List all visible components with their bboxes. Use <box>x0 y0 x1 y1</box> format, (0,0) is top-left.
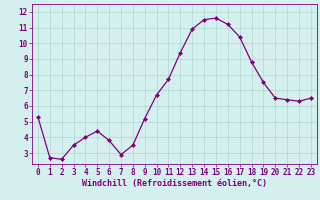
X-axis label: Windchill (Refroidissement éolien,°C): Windchill (Refroidissement éolien,°C) <box>82 179 267 188</box>
